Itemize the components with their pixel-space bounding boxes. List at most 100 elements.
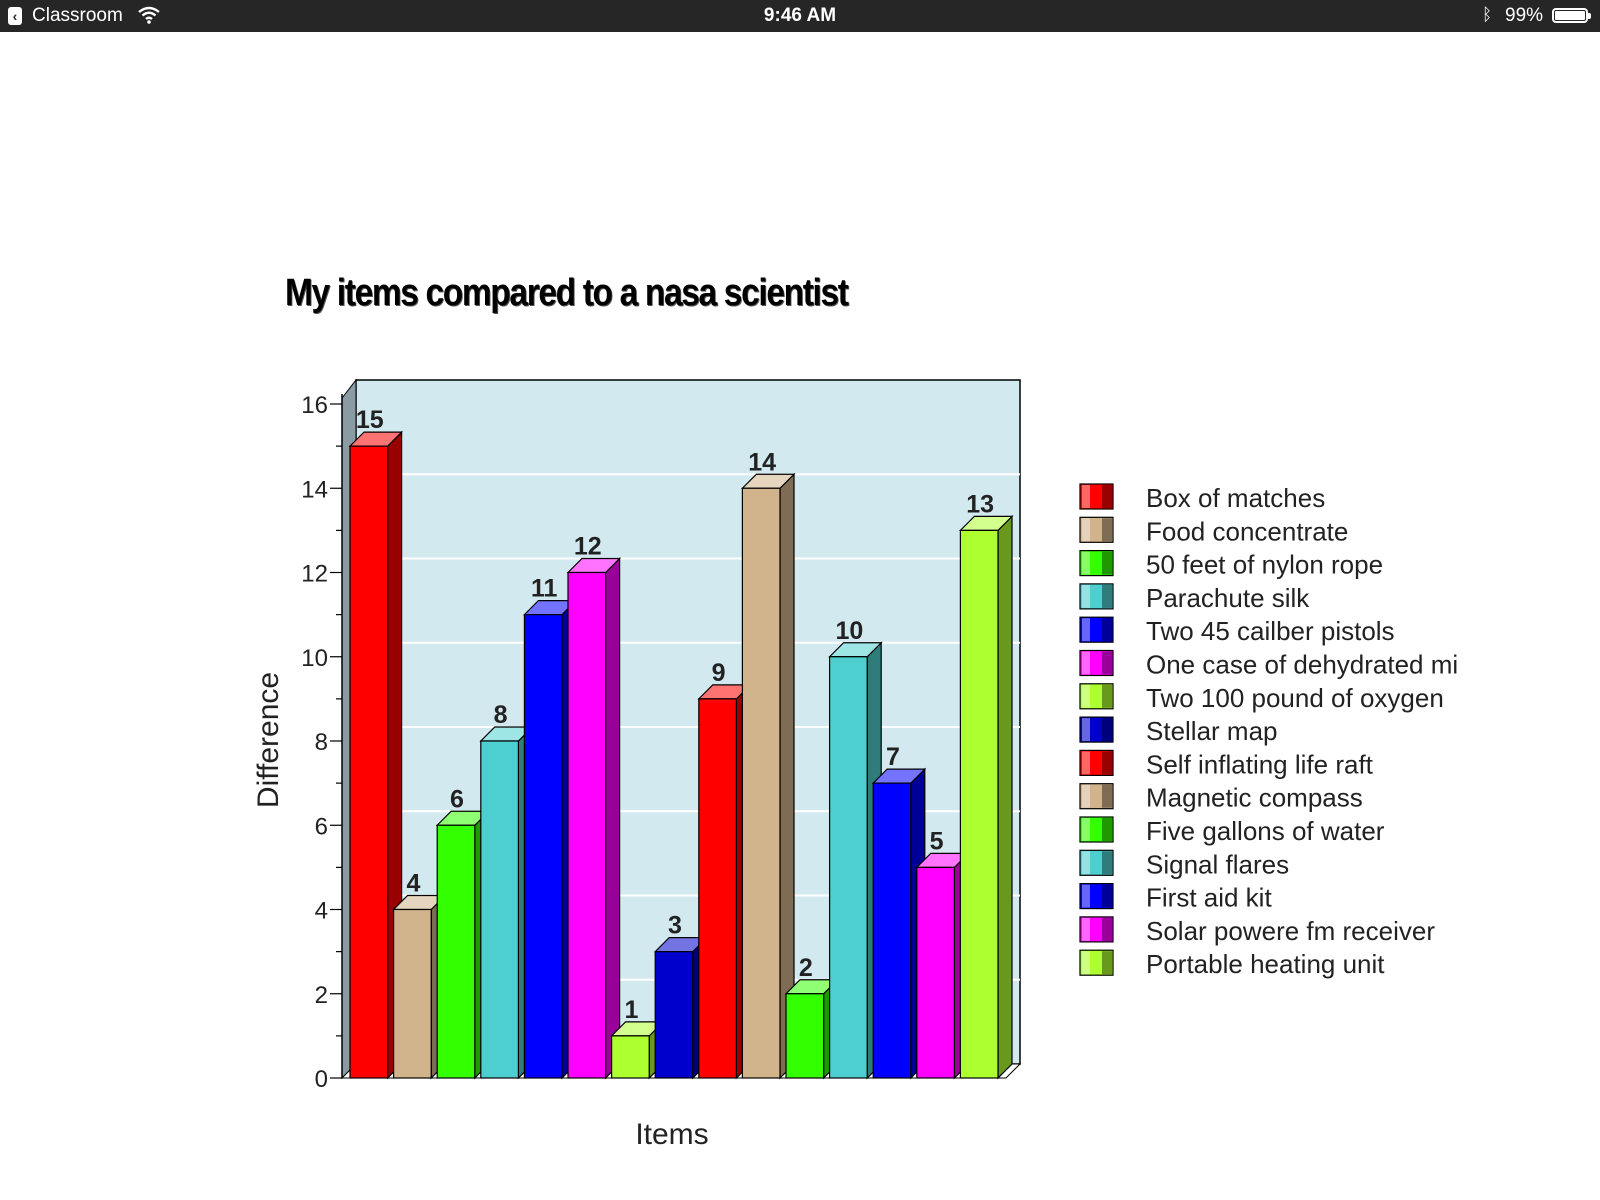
legend-swatch-shade xyxy=(1102,718,1112,742)
legend-swatch-highlight xyxy=(1082,718,1090,742)
legend-swatch-shade xyxy=(1102,684,1112,708)
bar-front-face xyxy=(349,445,389,1079)
bar-value-label: 7 xyxy=(886,743,900,771)
bar-value-label: 4 xyxy=(406,870,420,898)
bar xyxy=(566,557,622,1080)
legend-swatch-highlight xyxy=(1082,917,1090,941)
legend-item: Signal flares xyxy=(1079,849,1289,879)
legend-swatch-highlight xyxy=(1082,684,1090,708)
y-axis-label: Difference xyxy=(252,672,285,808)
back-app-label[interactable]: Classroom xyxy=(32,5,123,26)
bar xyxy=(740,472,796,1080)
legend-swatch-highlight xyxy=(1082,551,1090,575)
legend-label: Two 100 pound of oxygen xyxy=(1146,683,1444,713)
legend-item: Five gallons of water xyxy=(1079,816,1385,846)
bar-front-face xyxy=(436,824,476,1079)
legend-swatch-highlight xyxy=(1082,618,1090,642)
bar-front-face xyxy=(872,782,912,1079)
legend-swatch-highlight xyxy=(1082,651,1090,675)
y-axis: 0 2 4 6 8 10 12 14 16 xyxy=(301,392,343,1093)
legend-swatch-shade xyxy=(1102,818,1112,841)
status-bar: ‹ Classroom 9:46 AM ᛒ 99% xyxy=(0,0,1600,32)
bar-value-label: 5 xyxy=(930,827,944,855)
y-tick-label: 10 xyxy=(301,645,328,672)
legend-swatch-shade xyxy=(1102,618,1112,642)
bar-value-label: 14 xyxy=(748,448,776,476)
legend-label: 50 feet of nylon rope xyxy=(1146,550,1383,580)
bar xyxy=(784,978,840,1080)
bar-front-face xyxy=(523,614,563,1079)
legend-swatch-highlight xyxy=(1082,584,1090,608)
legend-item: 50 feet of nylon rope xyxy=(1079,550,1383,580)
bar-front-face xyxy=(828,656,868,1079)
legend-label: Self inflating life raft xyxy=(1146,749,1374,779)
bar-value-label: 6 xyxy=(450,785,464,813)
bluetooth-icon: ᛒ xyxy=(1482,5,1493,24)
bar-value-label: 1 xyxy=(624,996,638,1024)
legend-item: Self inflating life raft xyxy=(1079,749,1374,779)
bar-value-label: 10 xyxy=(835,617,863,645)
legend-label: One case of dehydrated mi xyxy=(1146,650,1458,680)
y-tick-label: 2 xyxy=(315,982,328,1009)
legend-swatch-shade xyxy=(1102,651,1112,675)
bar-value-label: 8 xyxy=(494,701,508,729)
legend-label: Magnetic compass xyxy=(1146,783,1363,813)
legend-label: Parachute silk xyxy=(1146,583,1310,613)
legend-swatch-highlight xyxy=(1082,784,1090,808)
bar-value-label: 9 xyxy=(712,659,726,687)
legend-swatch-highlight xyxy=(1082,951,1090,975)
legend-item: Food concentrate xyxy=(1079,516,1348,546)
legend-label: Five gallons of water xyxy=(1146,816,1385,846)
legend-swatch-highlight xyxy=(1082,851,1090,875)
bar-value-label: 3 xyxy=(668,912,682,940)
back-chevron-icon[interactable]: ‹ xyxy=(8,7,22,25)
legend-label: Two 45 cailber pistols xyxy=(1146,616,1395,646)
bar-value-label: 13 xyxy=(966,490,994,518)
bar-front-face xyxy=(393,908,432,1079)
bar xyxy=(435,809,491,1080)
bar-front-face xyxy=(698,698,737,1079)
legend-swatch-shade xyxy=(1102,485,1112,508)
y-tick-label: 6 xyxy=(315,813,328,840)
legend-label: Box of matches xyxy=(1146,483,1325,513)
legend-label: Solar powere fm receiver xyxy=(1146,916,1435,946)
legend-swatch-shade xyxy=(1102,784,1112,808)
legend-item: Two 100 pound of oxygen xyxy=(1079,683,1444,713)
legend-swatch-highlight xyxy=(1082,751,1090,775)
legend-swatch-highlight xyxy=(1082,518,1090,542)
legend-item: Solar powere fm receiver xyxy=(1079,916,1435,946)
y-tick-label: 16 xyxy=(301,392,328,419)
legend-label: First aid kit xyxy=(1146,883,1272,913)
legend-item: Box of matches xyxy=(1079,483,1325,513)
legend-swatch-highlight xyxy=(1082,818,1090,841)
bar-side-face xyxy=(604,557,621,1080)
bar-front-face xyxy=(785,993,825,1079)
battery-percent: 99% xyxy=(1505,5,1544,26)
bar-front-face xyxy=(480,740,519,1079)
y-tick-label: 12 xyxy=(301,561,328,588)
bar-front-face xyxy=(741,487,781,1079)
chart-title: My items compared to a nasa scientist xyxy=(285,272,849,314)
legend-item: First aid kit xyxy=(1079,883,1272,913)
legend-swatch-shade xyxy=(1102,884,1112,908)
x-axis-label: Items xyxy=(635,1118,708,1151)
legend-swatch-shade xyxy=(1102,584,1112,608)
bar-value-label: 11 xyxy=(531,575,558,603)
bar xyxy=(871,767,927,1080)
legend-swatch-shade xyxy=(1102,951,1112,975)
legend-swatch-shade xyxy=(1102,851,1112,875)
legend-swatch-shade xyxy=(1102,551,1112,575)
legend-label: Stellar map xyxy=(1146,716,1278,746)
bar-value-label: 15 xyxy=(356,406,384,434)
legend-swatch-shade xyxy=(1102,917,1112,941)
bar-side-face xyxy=(997,514,1013,1080)
y-tick-label: 14 xyxy=(301,476,328,503)
legend-label: Signal flares xyxy=(1146,849,1289,879)
legend-label: Portable heating unit xyxy=(1146,949,1385,979)
bar xyxy=(958,514,1014,1080)
legend-item: Parachute silk xyxy=(1079,583,1310,613)
bar-front-face xyxy=(610,1035,650,1079)
